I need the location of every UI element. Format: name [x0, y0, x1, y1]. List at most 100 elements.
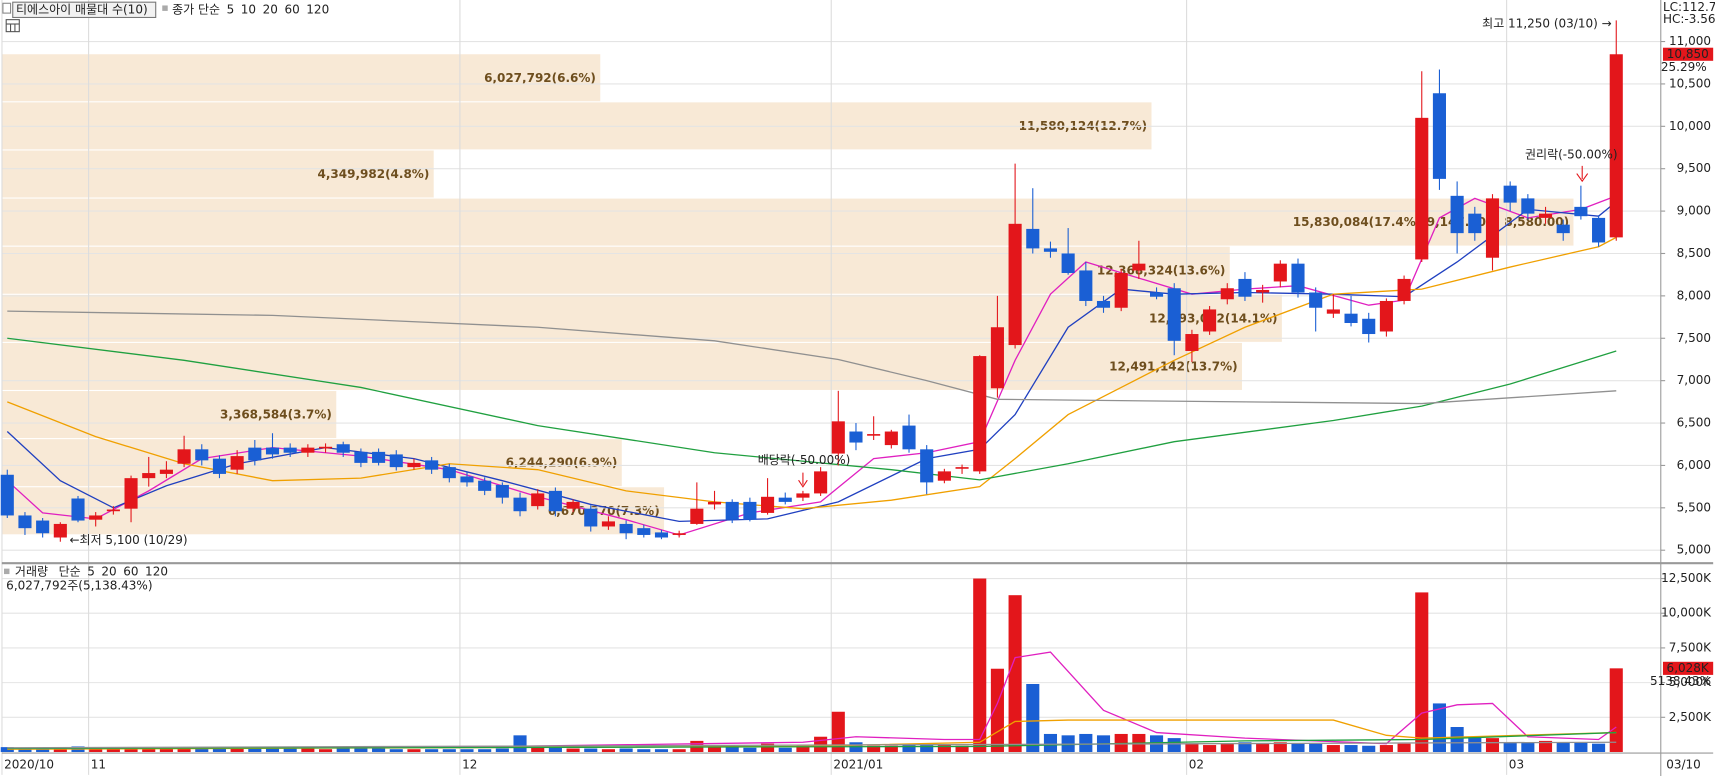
candle-body	[478, 480, 492, 491]
candle-body	[71, 498, 85, 521]
candle-body	[372, 451, 386, 463]
candle-body	[1079, 270, 1093, 301]
volume-bar	[1503, 742, 1517, 752]
volume-bar	[1362, 745, 1376, 752]
candle-body	[1043, 248, 1058, 252]
profile-label: 12,368,324(13.6%)	[1097, 263, 1226, 277]
legend-entry: 20	[101, 564, 116, 578]
volume-legend-title: 거래량	[15, 564, 48, 578]
profile-label: 3,368,584(3.7%)	[220, 408, 332, 422]
volume-bar	[495, 748, 509, 752]
candle-body	[1273, 263, 1287, 282]
candle-body	[1132, 263, 1146, 271]
volume-bar	[707, 746, 722, 752]
volume-bar	[1415, 592, 1429, 752]
volume-bar	[265, 748, 280, 752]
profile-band	[1, 294, 1282, 342]
volume-bar	[1592, 743, 1606, 752]
candle-body	[1309, 292, 1323, 308]
candle-body	[601, 521, 615, 527]
volume-bar	[637, 749, 651, 752]
grid-icon	[5, 19, 20, 33]
volume-bar	[1185, 743, 1199, 752]
volume-bar	[867, 745, 881, 752]
y-tick-label: 5,000	[1677, 543, 1711, 557]
x-tick-label: 11	[91, 758, 106, 772]
volume-bar	[1309, 743, 1323, 752]
candle-body	[1574, 206, 1588, 217]
y-tick-label: 6,000	[1677, 458, 1711, 472]
legend-entry: 20	[263, 2, 278, 16]
change-label: 25.29%	[1661, 60, 1707, 74]
profile-label: 4,349,982(4.8%)	[318, 167, 430, 181]
candle-body	[177, 449, 191, 464]
candle-body	[1203, 309, 1217, 332]
ex-dividend-arrow	[798, 472, 808, 488]
candle-body	[265, 447, 280, 455]
profile-band	[1, 342, 1242, 390]
volume-bar	[283, 748, 297, 752]
candle-body	[389, 454, 403, 468]
volume-bar	[1326, 745, 1340, 752]
volume-bar	[1574, 742, 1588, 752]
profile-label: 6,670,370(7.3%)	[548, 504, 660, 518]
volume-bar	[548, 747, 562, 752]
volume-bar	[619, 748, 633, 752]
candle-body	[1432, 93, 1446, 179]
candle-body	[619, 523, 633, 534]
volume-bar	[1450, 727, 1464, 752]
volume-bar	[1344, 745, 1358, 752]
ma-line	[7, 731, 1617, 750]
candle-body	[442, 467, 456, 479]
volume-bar	[142, 747, 156, 752]
candle-body	[1397, 278, 1411, 301]
volume-bar	[248, 748, 262, 752]
candle-body	[1450, 195, 1464, 234]
candle-body	[336, 444, 350, 453]
volume-bar	[1273, 742, 1287, 752]
volume-bar	[1521, 742, 1535, 752]
profile-label: 15,830,084(17.4%)(9,147.50 ~ 8,580.00)	[1293, 215, 1569, 229]
marks	[0, 20, 1623, 752]
candle-body	[937, 471, 951, 481]
volume-bar	[1609, 668, 1623, 752]
volume-bar	[1291, 743, 1305, 752]
y-tick-label: 6,500	[1677, 416, 1711, 430]
ma-line	[7, 741, 1617, 749]
volume-bar	[478, 749, 492, 752]
legend: 티에스아이 매물대 수(10) 종가 단순 거래량 단순 6,027,792주(…	[2, 1, 329, 593]
volume-bar	[354, 748, 368, 752]
candle-body	[1291, 263, 1305, 293]
x-tick-label: 2021/01	[833, 758, 883, 772]
candle-body	[1521, 198, 1535, 214]
chart-title: 티에스아이 매물대 수(10)	[16, 2, 148, 16]
volume-bar	[920, 745, 934, 752]
candle-body	[0, 474, 14, 516]
profile-band	[1, 54, 601, 102]
volume-bar	[1256, 743, 1270, 752]
candle-body	[1114, 272, 1128, 308]
candle-body	[1415, 117, 1429, 260]
candle-body	[584, 508, 598, 527]
candle-body	[18, 515, 32, 529]
y-tick-label: 7,500	[1677, 331, 1711, 345]
candle-body	[778, 497, 792, 502]
volume-bar	[831, 711, 845, 752]
volume-bar	[761, 743, 775, 752]
volume-bar	[1203, 745, 1217, 752]
y-tick-label: 12,500K	[1661, 571, 1712, 585]
ma-line	[7, 337, 1617, 481]
low-annotation: ←최저 5,100 (10/29)	[69, 533, 187, 547]
volume-bar	[902, 745, 916, 752]
candle-body	[849, 431, 863, 443]
candle-body	[796, 493, 810, 498]
volume-bar	[1556, 742, 1570, 752]
candle-body	[301, 447, 315, 453]
y-tick-label: 7,500K	[1669, 640, 1712, 654]
lc-label: LC:112.7	[1663, 0, 1715, 14]
candle-body	[1167, 288, 1181, 341]
volume-bar	[425, 749, 439, 752]
candle-body	[1468, 213, 1482, 234]
current-date: 03/10	[1666, 758, 1701, 772]
